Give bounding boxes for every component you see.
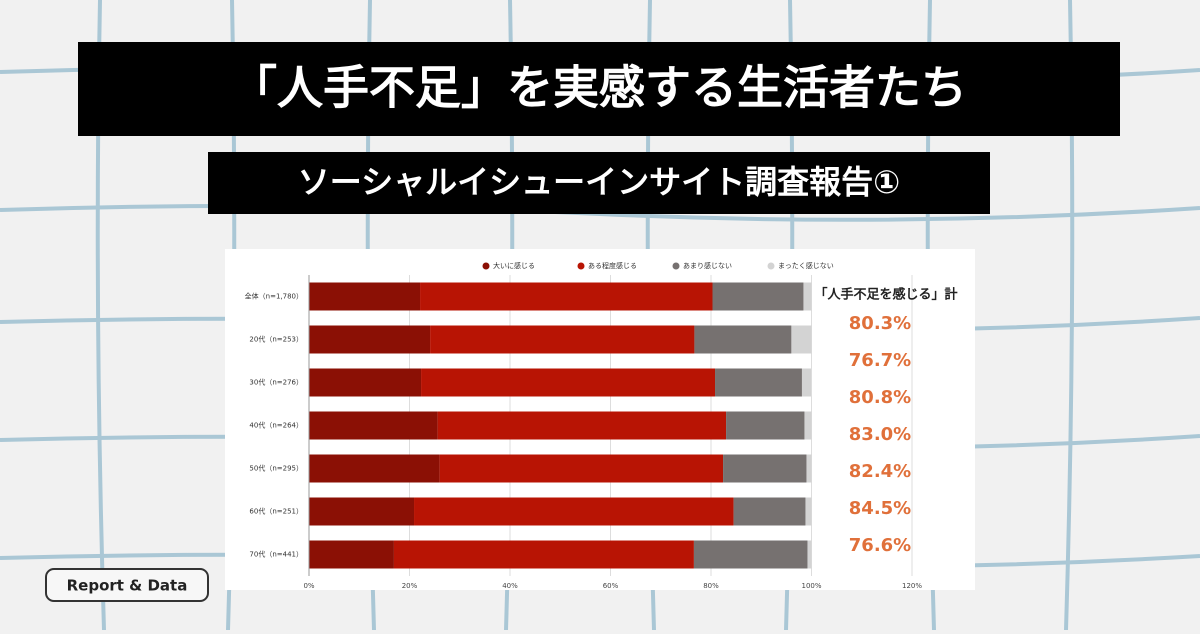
bar-segment [309,540,394,569]
y-tick-label: 50代（n=295） [249,464,303,473]
legend-swatch [672,262,680,270]
legend-swatch [482,262,490,270]
bar-segment [693,540,808,569]
y-tick-label: 70代（n=441） [249,550,303,559]
title-box [78,42,1120,136]
badge: Report & Data [67,577,188,595]
x-tick-label: 20% [402,582,418,590]
y-tick-label: 60代（n=251） [249,507,303,516]
bar-segment [804,411,812,440]
totals-title: 「人手不足を感じる」計 [814,287,957,303]
bar-segment [694,325,792,354]
y-tick-label: 全体（n=1,780） [245,292,303,301]
bar-segment [309,454,440,483]
x-tick-label: 40% [502,582,518,590]
chart: 0% 20% 40% 60% 80% 100% 120% 大いに感じる ある程度感じる あまり感じ… [245,261,958,590]
legend-swatch [577,262,585,270]
bar-segment [726,411,805,440]
subtitle: ソーシャルイシューインサイト調査報告① [298,163,900,201]
bar-segment [733,497,806,526]
x-tick-label: 120% [902,582,922,590]
legend-label: まったく感じない [778,261,834,270]
bar-segment [430,325,695,354]
total-label: 82.4% [849,461,911,482]
bar-segment [715,368,802,397]
bar-segment [723,454,807,483]
bar-segment [801,368,811,397]
total-label: 83.0% [849,424,911,445]
title: 「人手不足」を実感する生活者たち [231,61,967,115]
total-label: 84.5% [849,498,911,519]
x-tick-label: 60% [603,582,619,590]
bar-segment [309,282,421,311]
y-tick-label: 20代（n=253） [249,335,303,344]
y-tick-label: 30代（n=276） [249,378,303,387]
bar-segment [309,497,415,526]
bar-segment [712,282,804,311]
badge-box [45,568,209,602]
total-label: 76.6% [849,535,911,556]
x-tick-label: 100% [801,582,821,590]
bar-segment [791,325,812,354]
bar-segment [439,454,724,483]
bar-segment [309,325,431,354]
legend-label: 大いに感じる [493,261,535,270]
bar-segment [309,368,422,397]
total-label: 76.7% [849,350,911,371]
bar-segment [309,411,438,440]
bar-segment [803,282,812,311]
legend-label: ある程度感じる [588,261,637,270]
y-tick-label: 40代（n=264） [249,421,303,430]
bar-segment [414,497,734,526]
bar-segment [437,411,727,440]
legend-swatch [767,262,775,270]
legend-label: あまり感じない [683,261,732,270]
x-tick-label: 0% [303,582,314,590]
total-label: 80.8% [849,387,911,408]
bar-segment [393,540,694,569]
bar-segment [807,540,812,569]
total-label: 80.3% [849,313,911,334]
bar-segment [421,368,716,397]
subtitle-box [208,152,990,214]
x-tick-label: 80% [703,582,719,590]
bar-segment [420,282,713,311]
bar-segment [806,454,812,483]
bar-segment [805,497,812,526]
